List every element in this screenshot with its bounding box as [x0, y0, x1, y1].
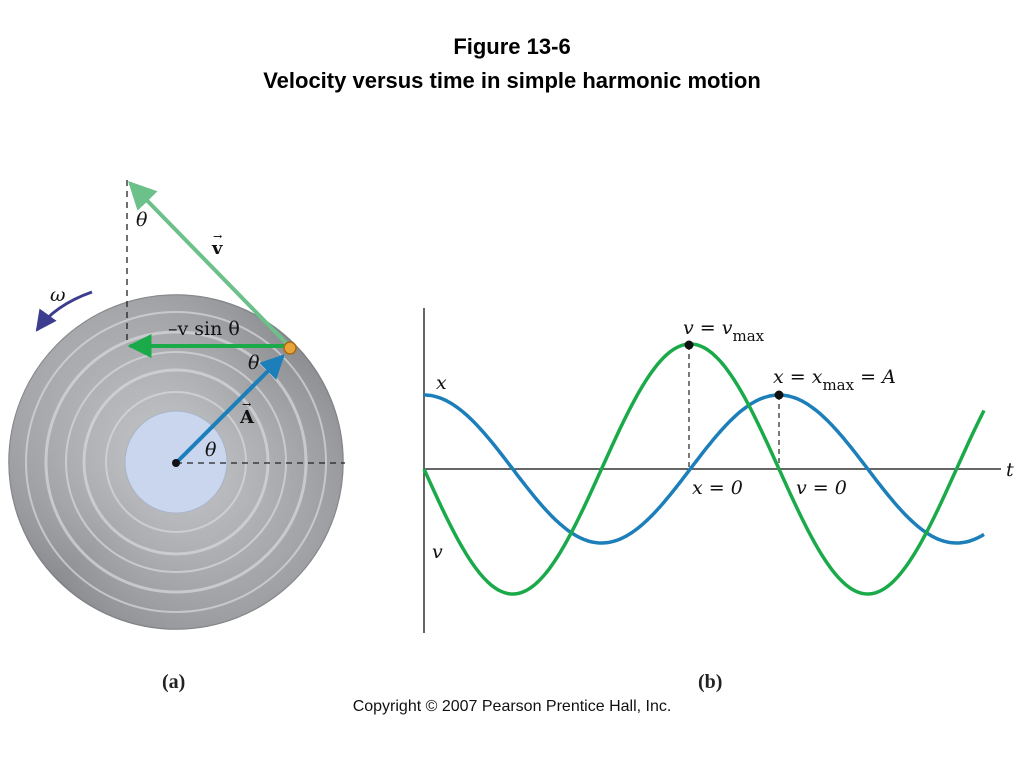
xmax-tail: = A [854, 366, 896, 388]
x-curve-label: x [436, 372, 447, 394]
figure-number: Figure 13-6 [453, 34, 571, 59]
x-zero-label: x = 0 [692, 477, 743, 499]
v-curve [422, 342, 986, 596]
velocity-vector-label: v → [211, 230, 223, 259]
panel-b-label: (b) [698, 671, 722, 693]
vmax-point [684, 340, 694, 350]
theta-center-label: θ [205, 439, 217, 461]
panel-b: t x v v = vmax x = xmax = A x = 0 v = 0 … [422, 308, 1014, 693]
xmax-annotation: x = xmax = A [773, 366, 896, 394]
copyright-notice: Copyright © 2007 Pearson Prentice Hall, … [352, 698, 672, 715]
velocity-symbol: v [211, 238, 223, 259]
vmax-annotation: v = vmax [683, 317, 765, 345]
title-block: Figure 13-6 Velocity versus time in simp… [0, 30, 1024, 98]
figure-title: Velocity versus time in simple harmonic … [263, 68, 761, 93]
panel-a-label: (a) [162, 671, 185, 693]
v-sin-theta-label: –v sin θ [168, 318, 240, 340]
xmax-point [774, 390, 784, 400]
disc-grooves [25, 311, 327, 613]
t-axis-label: t [1006, 459, 1014, 481]
vmax-main: v = v [683, 317, 733, 339]
x-curve [424, 393, 985, 545]
theta-mid-label: θ [248, 352, 260, 374]
v-curve-label: v [432, 541, 443, 563]
v-zero-label: v = 0 [796, 477, 847, 499]
theta-top-label: θ [136, 209, 148, 231]
vmax-subscript: max [732, 327, 764, 345]
center-dot [172, 459, 180, 467]
amplitude-symbol: A [239, 407, 255, 428]
amplitude-vector [174, 354, 285, 465]
vector-arrow-accent-a: → [242, 398, 251, 411]
xmax-main: x = x [773, 366, 823, 388]
panel-a: ω θ θ θ v → –v sin θ A → (a) [8, 180, 345, 693]
vector-arrow-accent-v: → [213, 230, 222, 243]
xmax-subscript: max [822, 376, 854, 394]
omega-label: ω [50, 284, 66, 306]
amplitude-vector-label: A → [239, 398, 255, 428]
velocity-vector [128, 180, 292, 349]
particle [283, 341, 297, 355]
omega-rotation-arrow [35, 290, 93, 332]
